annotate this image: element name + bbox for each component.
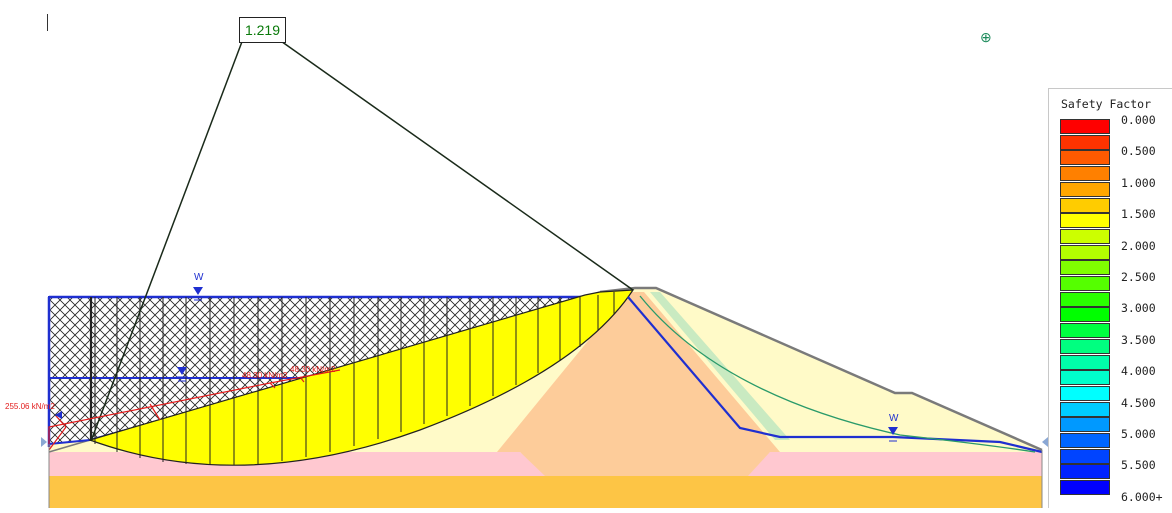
legend-tick-label: 5.500 [1121, 458, 1156, 473]
legend-swatch [1060, 354, 1110, 370]
phreatic-line [627, 296, 1043, 454]
legend-swatch [1060, 244, 1110, 260]
radius-line-left [90, 38, 244, 442]
clay-core [497, 292, 780, 476]
min-safety-factor-label[interactable]: 1.219 [239, 17, 286, 43]
legend-swatch [1060, 119, 1110, 134]
legend-swatch [1060, 134, 1110, 150]
seepage-line [639, 295, 1036, 453]
legend-swatch [1060, 197, 1110, 213]
legend-tick-label: 2.500 [1121, 270, 1156, 284]
legend-swatch [1060, 307, 1110, 323]
legend-swatch [1060, 433, 1110, 448]
right-boundary-marker [1042, 437, 1048, 447]
slip-mass [88, 289, 635, 466]
legend-swatch [1060, 417, 1110, 433]
legend-swatch [1060, 276, 1110, 291]
legend-title: Safety Factor [1061, 97, 1152, 111]
legend-swatch [1060, 150, 1110, 166]
legend-swatch [1060, 228, 1110, 244]
water-label-downstream: W [889, 413, 899, 424]
legend-swatch [1060, 464, 1110, 480]
legend-swatch [1060, 260, 1110, 276]
legend-tick-label: 5.000 [1121, 427, 1156, 441]
legend-tick-label: 1.000 [1121, 175, 1156, 190]
legend-swatch [1060, 181, 1110, 197]
load-label-mid-b: 48.30 kN/m2 [290, 365, 336, 374]
text-cursor [47, 14, 48, 31]
water-table-icon [55, 287, 899, 442]
left-boundary-marker [41, 437, 47, 447]
legend-tick-label: 3.000 [1121, 301, 1156, 316]
legend-tick-label: 4.000 [1121, 364, 1156, 379]
legend-tick-label: 4.500 [1121, 395, 1156, 410]
legend-tick-label: 0.500 [1121, 144, 1156, 159]
load-label-mid-a: 48.30 kN/m2 [242, 371, 288, 380]
radius-line-right [277, 38, 634, 291]
legend-swatch [1060, 370, 1110, 386]
legend-tick-label: 0.000 [1121, 113, 1156, 127]
legend-swatch [1060, 401, 1110, 417]
crosshair-icon[interactable]: ⊕ [980, 29, 992, 45]
ground-surface [599, 286, 1043, 452]
legend-swatch [1060, 323, 1110, 339]
legend-tick-label: 6.000+ [1121, 489, 1163, 504]
slice-lines [94, 292, 615, 465]
legend-swatch [1060, 166, 1110, 182]
legend-swatch [1060, 385, 1110, 401]
load-label-left: 255.06 kN/m2 [5, 402, 55, 411]
legend-swatch [1060, 480, 1110, 496]
legend-swatch [1060, 291, 1110, 307]
legend-swatch [1060, 213, 1110, 229]
legend-tick-label: 3.500 [1121, 332, 1156, 347]
safety-factor-legend: Safety Factor 0.000 0.500 1.000 1.500 2.000 2… [1048, 88, 1172, 508]
drainage-layer-right [732, 452, 1042, 476]
legend-tick-label: 2.000 [1121, 238, 1156, 253]
water-label-upstream: W [194, 272, 204, 283]
legend-swatch [1060, 338, 1110, 354]
legend-swatch [1060, 448, 1110, 464]
distributed-load [48, 369, 341, 451]
foundation-layer [49, 476, 1042, 508]
legend-tick-label: 1.500 [1121, 207, 1156, 222]
